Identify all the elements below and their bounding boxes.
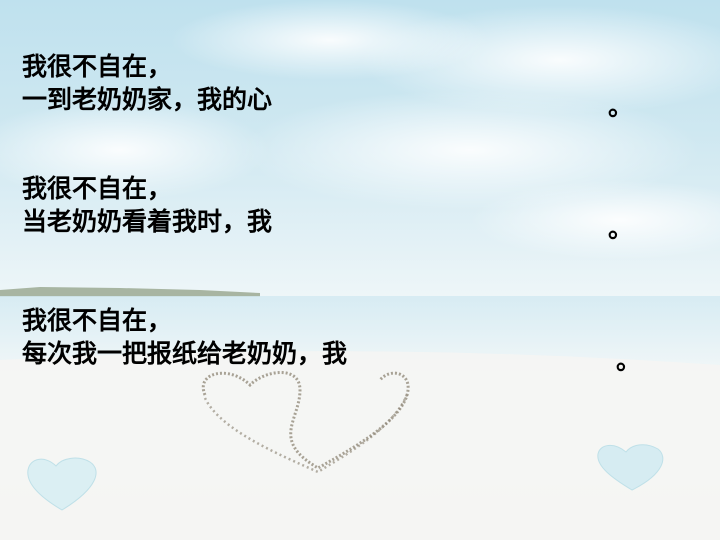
cloud <box>0 100 270 200</box>
heart-icon <box>597 444 664 491</box>
stanza-1-line-2: 一到老奶奶家，我的心 <box>22 85 273 114</box>
stanza-1-period: 。 <box>608 92 634 121</box>
cloud <box>170 0 490 80</box>
stanza-3-line-1: 我很不自在， <box>22 306 173 335</box>
stanza-2: 我很不自在， 当老奶奶看着我时，我 <box>22 172 272 238</box>
sand-heart <box>201 371 410 470</box>
stanza-3-line-2: 每次我一把报纸给老奶奶，我 <box>22 339 348 368</box>
stanza-2-period: 。 <box>608 214 634 243</box>
cloud <box>240 90 700 210</box>
stanza-2-line-2: 当老奶奶看着我时，我 <box>22 207 273 236</box>
distant-shore <box>0 287 260 297</box>
stanza-1-line-1: 我很不自在， <box>22 52 173 81</box>
stanza-2-line-1: 我很不自在， <box>22 174 173 203</box>
stanza-3: 我很不自在， 每次我一把报纸给老奶奶，我 <box>22 304 347 370</box>
heart-icon <box>27 457 97 511</box>
cloud <box>470 180 720 260</box>
stanza-1: 我很不自在， 一到老奶奶家，我的心 <box>22 50 272 116</box>
stanza-3-period: 。 <box>616 346 642 375</box>
